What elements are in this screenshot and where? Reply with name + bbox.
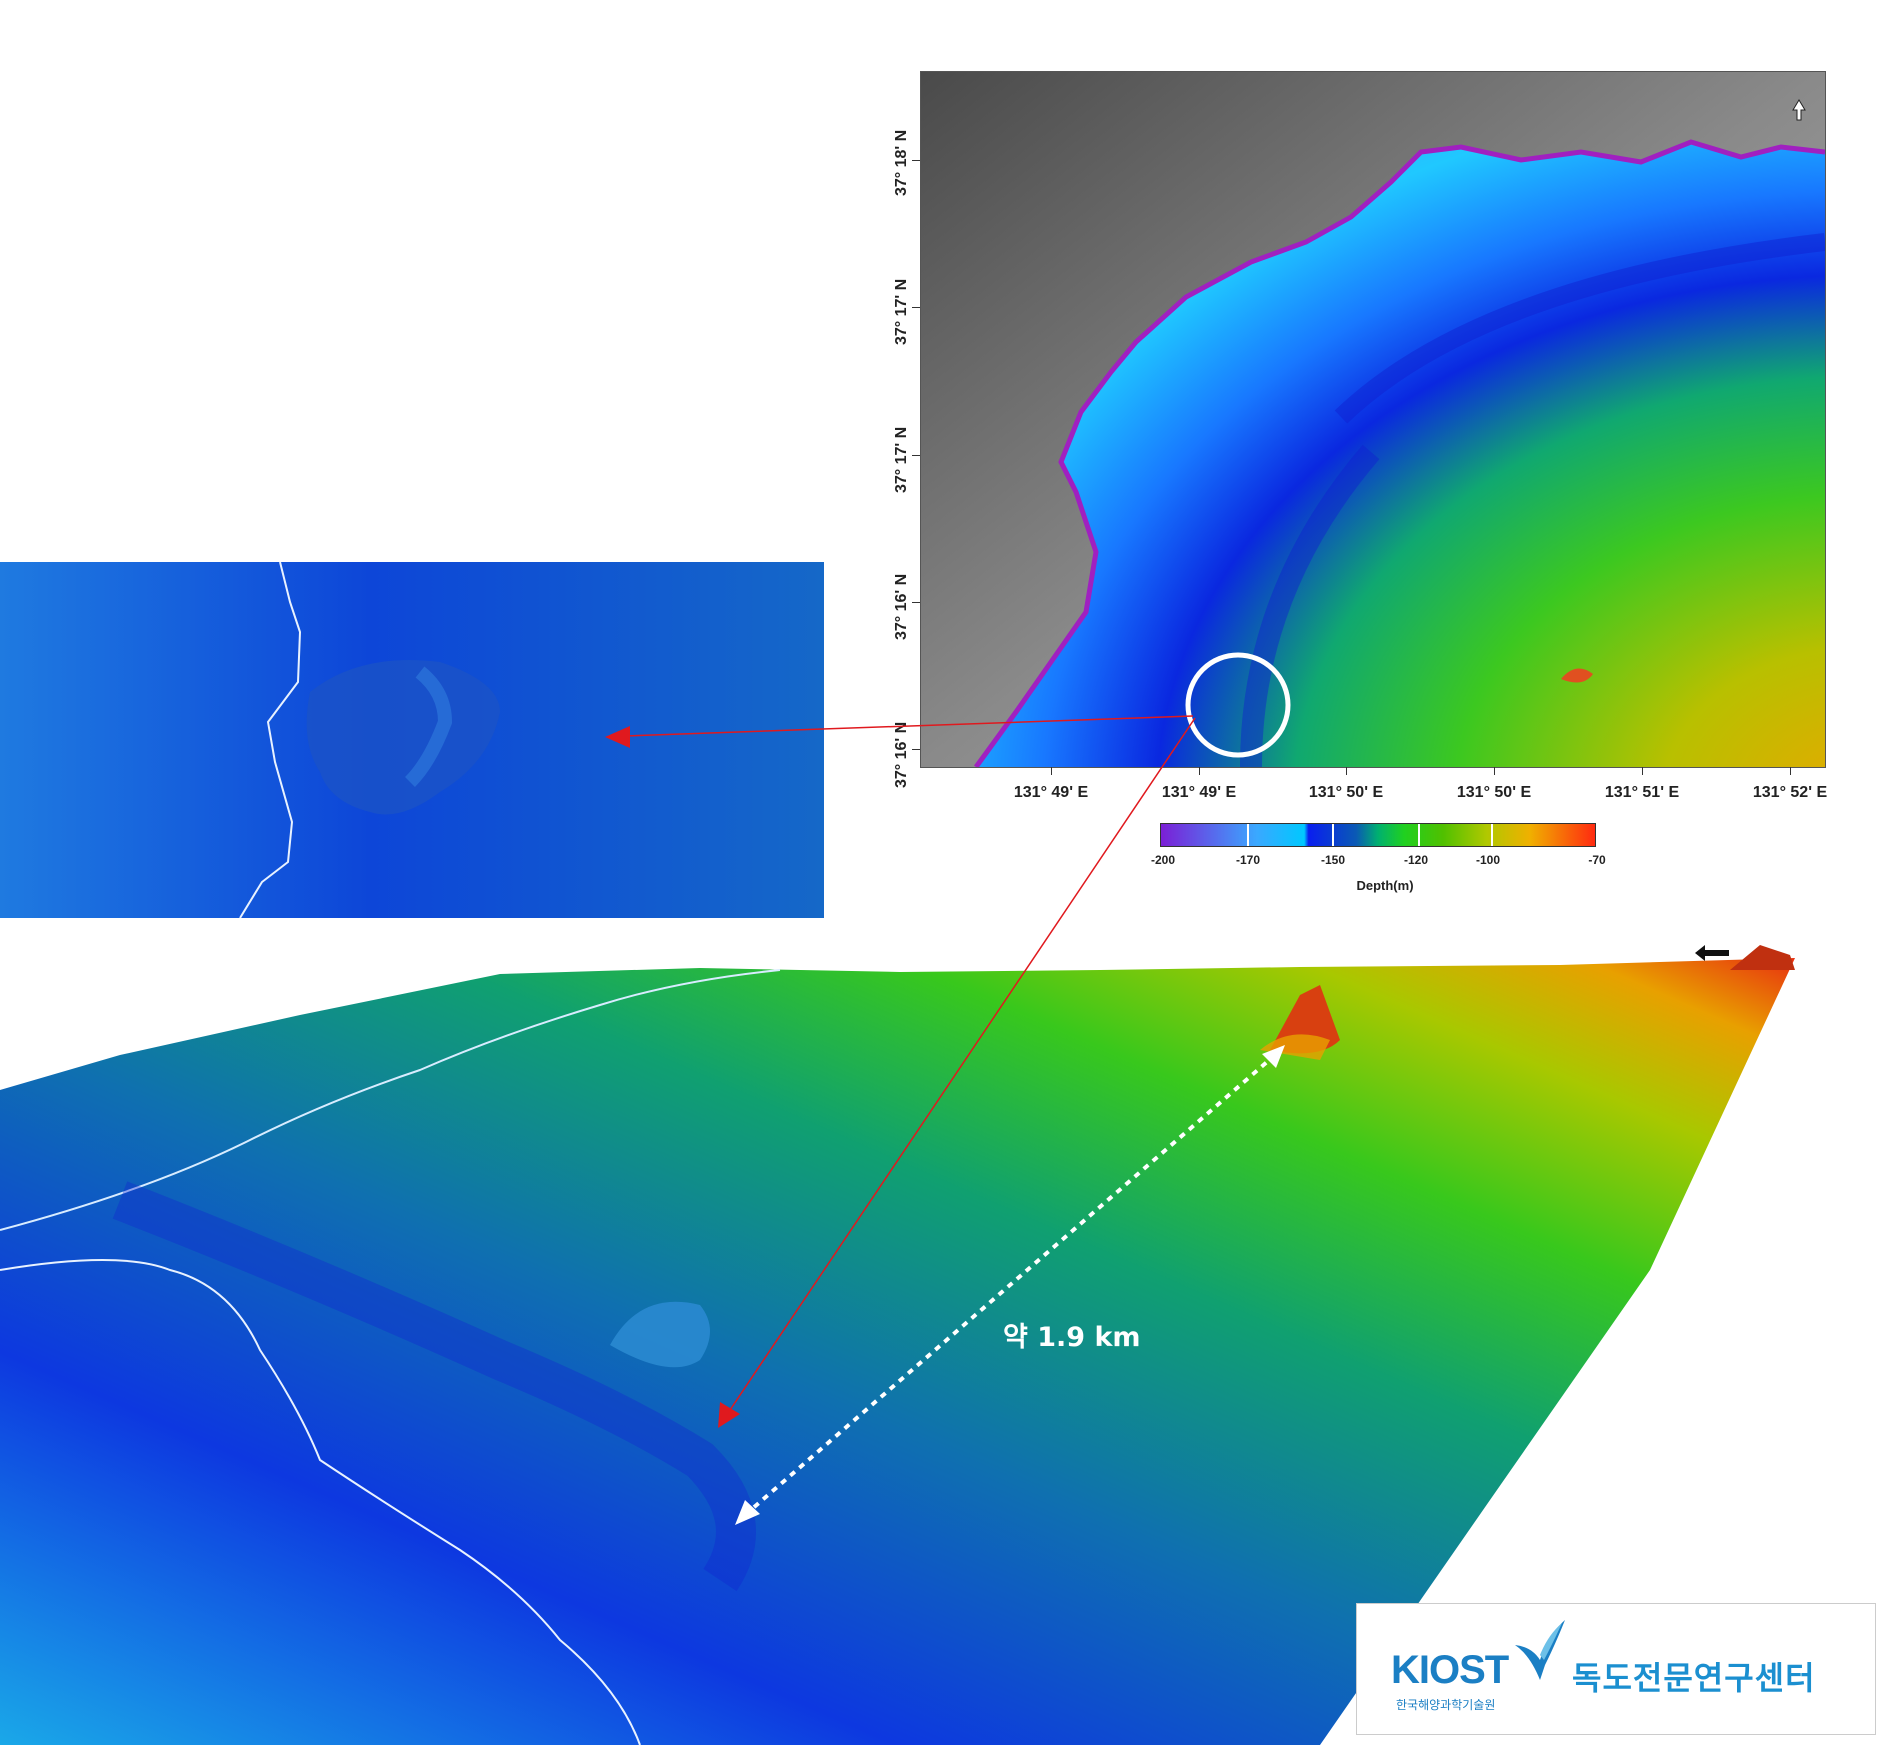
perspective-3d-view [0, 940, 1885, 1746]
lon-tick [1199, 767, 1200, 775]
kiost-logo: KIOST [1391, 1648, 1509, 1692]
lon-tick [1051, 767, 1052, 775]
lat-tick [912, 602, 920, 603]
lon-label: 131° 50' E [1308, 784, 1384, 801]
colorbar-tick-label: -200 [1150, 853, 1176, 867]
lon-tick [1790, 767, 1791, 775]
zoom-inset [0, 562, 824, 918]
seamount-feature [1561, 668, 1593, 683]
lon-tick [1346, 767, 1347, 775]
contour-line [0, 1259, 641, 1746]
lon-tick [1642, 767, 1643, 775]
kiost-subtitle: 한국해양과학기술원 [1396, 1698, 1496, 1712]
terrain-surface [0, 958, 1795, 1745]
depth-colorbar [1160, 823, 1596, 847]
lon-label: 131° 49' E [1013, 784, 1089, 801]
colorbar-tick-label: -120 [1403, 853, 1429, 867]
highlight-circle [1185, 652, 1291, 758]
lat-tick [912, 749, 920, 750]
shelf-edge-line [0, 969, 781, 1231]
lat-tick [912, 307, 920, 308]
lon-label: 131° 52' E [1752, 784, 1828, 801]
north-arrow-icon [1792, 99, 1806, 121]
lon-label: 131° 49' E [1161, 784, 1237, 801]
colorbar-title: Depth(m) [1356, 878, 1414, 893]
colorbar-tick-label: -150 [1320, 853, 1346, 867]
seamount-left [610, 1301, 710, 1368]
distance-arrow [743, 1053, 1277, 1517]
center-name: 독도전문연구센터 [1572, 1659, 1816, 1697]
lon-label: 131° 50' E [1456, 784, 1532, 801]
logo-box [1356, 1603, 1876, 1735]
lon-label: 131° 51' E [1604, 784, 1680, 801]
bathymetry-map [920, 71, 1826, 768]
lat-tick [912, 455, 920, 456]
lat-tick [912, 160, 920, 161]
contour-line [239, 562, 302, 918]
whale-tail-icon [1515, 1620, 1565, 1680]
colorbar-tick-label: -70 [1588, 853, 1606, 867]
north-arrow-3d-icon [1695, 945, 1729, 961]
colorbar-tick-label: -170 [1235, 853, 1261, 867]
lon-tick [1494, 767, 1495, 775]
seabed-feature [306, 660, 500, 815]
seamount-right [1260, 985, 1340, 1060]
colorbar-tick-label: -100 [1475, 853, 1501, 867]
distance-label: 약 1.9 km [1003, 1322, 1141, 1353]
